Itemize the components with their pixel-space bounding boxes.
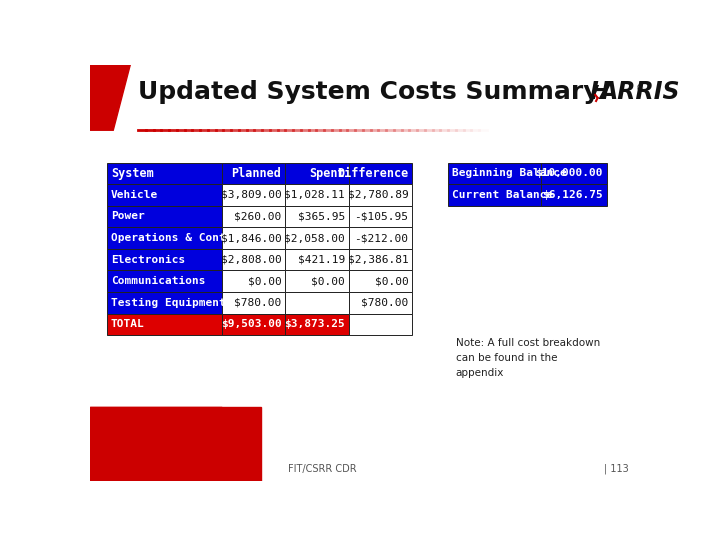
Bar [349,184,413,206]
Text: ARRIS: ARRIS [599,80,680,104]
Bar [448,163,541,184]
Text: $3,873.25: $3,873.25 [284,319,345,329]
Text: Note: A full cost breakdown
can be found in the
appendix: Note: A full cost breakdown can be found… [456,338,600,378]
Text: $0.00: $0.00 [311,276,345,286]
Bar [285,227,349,249]
Text: H: H [590,80,610,104]
Text: $260.00: $260.00 [234,212,282,221]
Text: $6,126.75: $6,126.75 [542,190,603,200]
Text: TOTAL: TOTAL [111,319,145,329]
Text: Spent: Spent [310,167,345,180]
Text: $9,503.00: $9,503.00 [220,319,282,329]
Bar [107,314,222,335]
Bar [541,163,607,184]
Bar [349,314,413,335]
Text: $2,386.81: $2,386.81 [348,255,408,265]
Text: Current Balance: Current Balance [452,190,553,200]
Bar [541,184,607,206]
Text: -$105.95: -$105.95 [354,212,408,221]
Bar [222,184,285,206]
Text: $2,780.89: $2,780.89 [348,190,408,200]
Bar [285,271,349,292]
Text: | 113: | 113 [604,464,629,474]
Bar [222,163,285,184]
Text: $3,809.00: $3,809.00 [220,190,282,200]
Text: $0.00: $0.00 [248,276,282,286]
Bar [349,292,413,314]
Bar [285,206,349,227]
Bar [349,271,413,292]
Text: FIT/CSRR CDR: FIT/CSRR CDR [288,464,357,474]
Bar [107,292,222,314]
Text: $2,058.00: $2,058.00 [284,233,345,243]
Bar [107,227,222,249]
Text: Operations & Control: Operations & Control [111,233,246,243]
Bar [285,249,349,271]
Text: Difference: Difference [337,167,408,180]
Text: Electronics: Electronics [111,255,185,265]
Bar [222,314,285,335]
Bar [107,249,222,271]
Text: Updated System Costs Summary: Updated System Costs Summary [138,80,600,104]
Text: Communications: Communications [111,276,205,286]
Bar [285,314,349,335]
Bar [107,206,222,227]
Text: Power: Power [111,212,145,221]
Bar [107,271,222,292]
Text: Beginning Balance: Beginning Balance [452,168,567,178]
Text: $10,000.00: $10,000.00 [536,168,603,178]
Polygon shape [90,65,130,130]
Bar [285,184,349,206]
Bar [349,227,413,249]
Text: ®: ® [636,84,644,93]
Bar [448,184,541,206]
Bar [222,206,285,227]
Bar [349,163,413,184]
Bar [349,206,413,227]
Text: $1,028.11: $1,028.11 [284,190,345,200]
Bar [222,292,285,314]
Text: $780.00: $780.00 [234,298,282,308]
Polygon shape [90,408,261,481]
Bar [285,292,349,314]
Bar [107,163,222,184]
Text: $421.19: $421.19 [298,255,345,265]
Bar [222,271,285,292]
Text: -$212.00: -$212.00 [354,233,408,243]
Bar [222,249,285,271]
Bar [285,163,349,184]
Polygon shape [90,408,261,481]
Bar [349,249,413,271]
Text: Planned: Planned [232,167,282,180]
Text: Vehicle: Vehicle [111,190,158,200]
Text: $780.00: $780.00 [361,298,408,308]
Text: Testing Equipment: Testing Equipment [111,298,225,308]
Text: $365.95: $365.95 [298,212,345,221]
Text: $0.00: $0.00 [375,276,408,286]
Text: $2,808.00: $2,808.00 [220,255,282,265]
Text: System: System [111,167,153,180]
Bar [222,227,285,249]
Bar [107,184,222,206]
Text: $1,846.00: $1,846.00 [220,233,282,243]
